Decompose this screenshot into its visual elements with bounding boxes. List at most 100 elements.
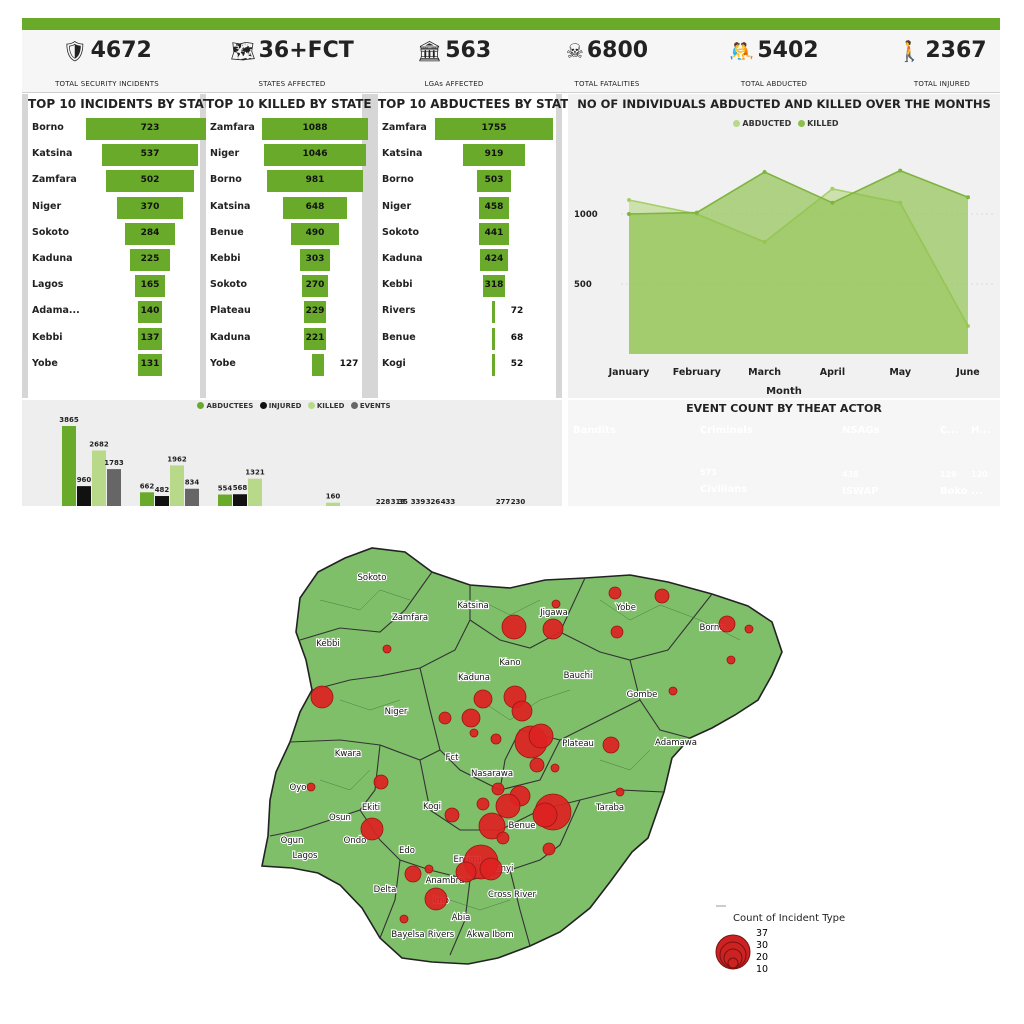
incident-bubble[interactable] xyxy=(550,763,560,773)
incident-bubble[interactable] xyxy=(615,787,625,797)
incident-bubble[interactable] xyxy=(551,599,561,609)
kpi-total-incidents[interactable]: 🛡 4672 TOTAL SECURITY INCIDENTS xyxy=(27,30,187,92)
funnel-bar[interactable] xyxy=(492,353,495,376)
bar[interactable] xyxy=(107,469,121,506)
incident-bubble[interactable] xyxy=(654,588,670,604)
funnel-bar[interactable] xyxy=(300,249,330,271)
funnel-bar[interactable] xyxy=(135,275,165,298)
incident-bubble[interactable] xyxy=(602,736,620,754)
funnel-row[interactable]: Kaduna 225 xyxy=(28,247,200,271)
bar[interactable] xyxy=(248,478,262,506)
bar[interactable] xyxy=(140,492,154,506)
kpi-total-fatalities[interactable]: ☠ 6800 TOTAL FATALITIES xyxy=(527,30,687,92)
incident-bubble[interactable] xyxy=(438,711,452,725)
funnel-row[interactable]: Yobe 131 xyxy=(28,352,200,376)
funnel-bar[interactable] xyxy=(312,353,324,376)
incident-bubble[interactable] xyxy=(461,708,481,728)
funnel-row[interactable]: Kogi 52 xyxy=(378,352,556,376)
funnel-row[interactable]: Katsina 648 xyxy=(206,195,362,219)
bar[interactable] xyxy=(233,494,247,506)
funnel-bar[interactable] xyxy=(479,249,509,271)
funnel-row[interactable]: Kebbi 318 xyxy=(378,273,556,298)
bar[interactable] xyxy=(170,465,184,506)
bar[interactable] xyxy=(62,426,76,506)
funnel-bar[interactable] xyxy=(283,196,347,219)
data-point[interactable] xyxy=(694,210,699,215)
incident-bubble[interactable] xyxy=(726,655,736,665)
incident-bubble[interactable] xyxy=(608,586,622,600)
bar[interactable] xyxy=(77,486,91,506)
incident-bubble[interactable] xyxy=(444,807,460,823)
funnel-row[interactable]: Sokoto 441 xyxy=(378,221,556,245)
funnel-row[interactable]: Sokoto 270 xyxy=(206,273,362,298)
kpi-states-affected[interactable]: 🗺 36+FCT STATES AFFECTED xyxy=(212,30,372,92)
incident-bubble[interactable] xyxy=(476,797,490,811)
funnel-row[interactable]: Kaduna 424 xyxy=(378,247,556,271)
funnel-bar[interactable] xyxy=(105,170,195,193)
funnel-bar[interactable] xyxy=(463,144,525,167)
incident-bubble[interactable] xyxy=(511,700,533,722)
funnel-row[interactable]: Kaduna 221 xyxy=(206,326,362,350)
incident-bubble[interactable] xyxy=(610,625,624,639)
funnel-row[interactable]: Borno 503 xyxy=(378,168,556,193)
funnel-row[interactable]: Lagos 165 xyxy=(28,273,200,298)
funnel-bar[interactable] xyxy=(124,222,176,245)
funnel-row[interactable]: Kebbi 303 xyxy=(206,247,362,271)
incident-bubble[interactable] xyxy=(382,644,392,654)
bar[interactable] xyxy=(155,496,169,506)
funnel-row[interactable]: Niger 370 xyxy=(28,195,200,219)
casualty-bar-chart[interactable]: ABDUCTEES INJURED KILLED EVENTS 3865 960 2… xyxy=(22,400,562,506)
tile-c[interactable]: C... 129 xyxy=(937,422,966,481)
funnel-row[interactable]: Yobe 127 xyxy=(206,352,362,376)
incident-bubble[interactable] xyxy=(496,831,510,845)
bar[interactable] xyxy=(185,488,199,506)
funnel-bar[interactable] xyxy=(304,327,326,350)
funnel-row[interactable]: Zamfara 1755 xyxy=(378,116,556,140)
funnel-bar[interactable] xyxy=(479,222,509,245)
data-point[interactable] xyxy=(830,186,835,191)
incident-bubble[interactable] xyxy=(532,802,558,828)
funnel-row[interactable]: Katsina 919 xyxy=(378,142,556,167)
funnel-bar[interactable] xyxy=(137,327,163,350)
data-point[interactable] xyxy=(830,200,835,205)
incident-bubble[interactable] xyxy=(424,864,434,874)
funnel-bar[interactable] xyxy=(483,275,505,298)
funnel-row[interactable]: Katsina 537 xyxy=(28,142,200,167)
bar[interactable] xyxy=(326,502,340,506)
bar[interactable] xyxy=(92,450,106,506)
incident-bubble[interactable] xyxy=(310,685,334,709)
incident-bubble[interactable] xyxy=(469,728,479,738)
incident-bubble[interactable] xyxy=(473,689,493,709)
funnel-bar[interactable] xyxy=(478,196,510,219)
incident-bubble[interactable] xyxy=(668,686,678,696)
data-point[interactable] xyxy=(898,168,903,173)
funnel-bar[interactable] xyxy=(301,275,329,298)
incidents-by-state-chart[interactable]: TOP 10 INCIDENTS BY STATE Borno 723 Katsin… xyxy=(28,94,219,398)
funnel-row[interactable]: Kebbi 137 xyxy=(28,326,200,350)
funnel-row[interactable]: Zamfara 1088 xyxy=(206,116,368,140)
data-point[interactable] xyxy=(627,212,631,216)
funnel-bar[interactable] xyxy=(303,301,327,324)
tile-criminals[interactable]: Criminals 573 xyxy=(697,422,837,479)
kpi-total-injured[interactable]: 🚶 2367 TOTAL INJURED xyxy=(862,30,1002,92)
incident-bubble[interactable] xyxy=(360,817,384,841)
funnel-bar[interactable] xyxy=(117,196,183,219)
funnel-row[interactable]: Borno 981 xyxy=(206,168,363,193)
funnel-bar[interactable] xyxy=(492,327,495,350)
incident-bubble[interactable] xyxy=(495,793,521,819)
funnel-bar[interactable] xyxy=(435,118,553,140)
funnel-bar[interactable] xyxy=(267,170,363,193)
funnel-bar[interactable] xyxy=(477,170,511,193)
funnel-row[interactable]: Niger 458 xyxy=(378,195,556,219)
tile-boko[interactable]: Boko ... xyxy=(937,483,996,506)
abducted-killed-line-chart[interactable]: NO OF INDIVIDUALS ABDUCTED AND KILLED OV… xyxy=(568,94,1000,398)
incident-bubble[interactable] xyxy=(404,865,422,883)
funnel-bar[interactable] xyxy=(86,118,214,140)
funnel-bar[interactable] xyxy=(291,222,339,245)
funnel-row[interactable]: Plateau 229 xyxy=(206,299,362,324)
incident-bubble[interactable] xyxy=(491,782,505,796)
incident-bubble[interactable] xyxy=(542,842,556,856)
kpi-lgas-affected[interactable]: 🏛 563 LGAs AFFECTED xyxy=(374,30,534,92)
funnel-row[interactable]: Benue 68 xyxy=(378,326,556,350)
